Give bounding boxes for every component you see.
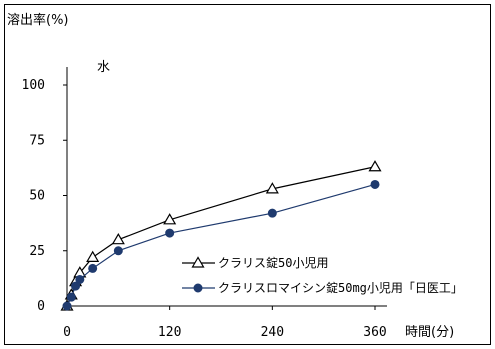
data-point [66,292,76,302]
legend-marker [193,283,203,293]
series-2 [62,179,380,311]
data-point [86,250,100,262]
x-tick-label: 240 [261,325,284,340]
data-point [75,274,85,284]
y-tick-label: 75 [29,133,45,148]
series-layer [60,160,382,311]
data-point [62,301,72,311]
x-tick-label: 0 [63,325,71,340]
data-point [71,281,81,291]
legend-marker [191,256,205,268]
y-axis-title: 溶出率(%) [7,12,69,28]
data-point [165,228,175,238]
y-tick-label: 100 [22,78,45,93]
data-point [111,233,125,245]
data-point [265,182,279,194]
condition-label: 水 [97,60,110,75]
x-axis-title: 時間(分) [405,325,454,340]
data-point [163,213,177,225]
y-tick-label: 50 [29,189,45,204]
y-tick-label: 0 [37,299,45,314]
data-point [370,179,380,189]
x-tick-label: 120 [158,325,181,340]
dissolution-chart: 溶出率(%) 水 時間(分) 0 25 50 75 100 0 120 240 360 クラリス… [7,12,463,340]
axes: 0 25 50 75 100 0 120 240 360 [22,67,387,340]
data-point [88,263,98,273]
data-point [368,160,382,172]
data-point [113,246,123,256]
x-tick-label: 360 [363,325,386,340]
data-point [267,208,277,218]
legend-label: クラリスロマイシン錠50mg小児用「日医工」 [218,280,463,295]
y-tick-label: 25 [29,244,45,259]
legend-label: クラリス錠50小児用 [218,255,328,270]
chart-frame: 溶出率(%) 水 時間(分) 0 25 50 75 100 0 120 240 360 クラリス… [4,4,491,345]
